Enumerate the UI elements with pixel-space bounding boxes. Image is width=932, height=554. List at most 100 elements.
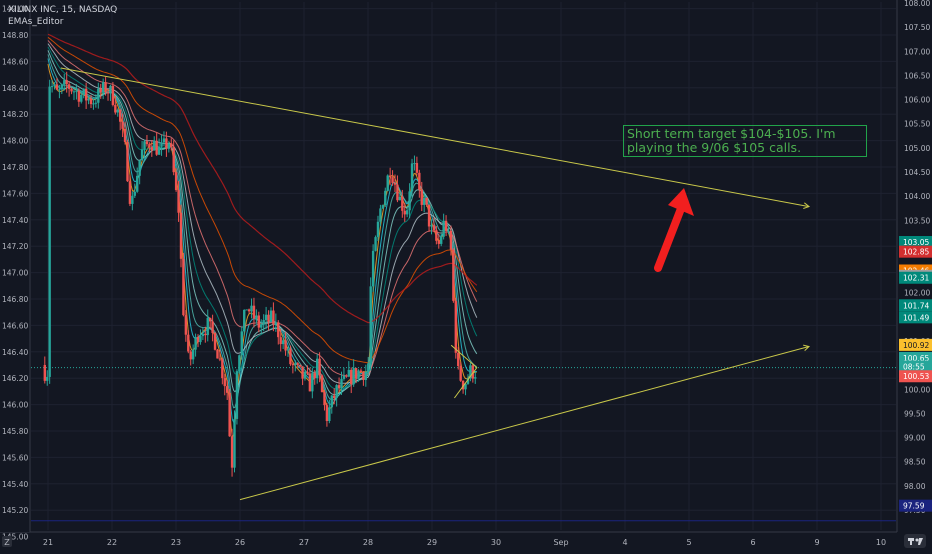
candle-body — [442, 220, 445, 237]
right-tick-label: 99.50 — [904, 409, 926, 418]
left-tick-label: 147.80 — [2, 163, 28, 172]
candle-body — [357, 370, 360, 379]
price-tag-bg — [899, 360, 932, 373]
x-tick-label: 26 — [235, 538, 245, 547]
candle-body — [274, 322, 278, 325]
candle-body — [218, 358, 222, 360]
candle-body — [252, 305, 256, 319]
candle-body — [461, 380, 465, 390]
candle-body — [435, 230, 438, 241]
trendline — [60, 67, 810, 208]
candle-body — [170, 143, 173, 148]
price-tag-label: 101.49 — [903, 313, 929, 322]
x-tick-label: 28 — [363, 538, 373, 547]
candle-body — [401, 196, 404, 211]
x-tick-label: 4 — [622, 538, 627, 547]
right-tick-label: 105.50 — [904, 120, 930, 129]
left-tick-label: 147.40 — [2, 216, 28, 225]
candle-body — [350, 369, 353, 385]
candle-body — [342, 375, 346, 379]
candle-body — [277, 322, 280, 338]
tradingview-logo-icon — [904, 534, 926, 548]
candle-body — [94, 102, 98, 104]
candle-body — [454, 300, 458, 353]
candle-body — [367, 363, 370, 373]
x-tick-label: 27 — [299, 538, 309, 547]
candle-body — [408, 191, 411, 211]
candle-body — [50, 86, 54, 88]
candle-body — [386, 175, 389, 191]
candle-body — [333, 395, 336, 399]
candle-body — [116, 109, 119, 113]
x-tick-label: 22 — [107, 538, 117, 547]
left-tick-label: 147.60 — [2, 189, 28, 198]
price-tag-bg — [899, 499, 932, 512]
candle-body — [459, 365, 462, 381]
candle-body — [204, 333, 207, 336]
candle-body — [320, 375, 324, 393]
right-tick-label: 104.50 — [904, 168, 930, 177]
candle-body — [157, 146, 161, 155]
left-tick-label: 146.20 — [2, 374, 28, 383]
candle-body — [233, 418, 236, 468]
price-tag-bg — [899, 245, 932, 258]
right-tick-label: 102.00 — [904, 289, 930, 298]
indicator-name[interactable]: EMAs_Editor — [8, 17, 64, 27]
left-price-axis[interactable]: 149.00 148.80 148.60 148.40 148.20 148.00 147.… — [2, 5, 28, 542]
candle-body — [272, 310, 275, 325]
candle-body — [177, 190, 180, 213]
candle-body — [391, 177, 394, 183]
chart-legend: XILINX INC, 15, NASDAQ EMAs_Editor — [8, 4, 117, 28]
candle-body — [315, 358, 319, 379]
candle-body — [474, 377, 477, 379]
left-tick-label: 148.60 — [2, 57, 28, 66]
timezone-button[interactable]: Z — [2, 536, 12, 547]
candle-body — [99, 88, 102, 93]
candle-body — [420, 189, 423, 205]
candle-body — [298, 364, 302, 367]
right-tick-label: 106.50 — [904, 71, 930, 80]
candle-body — [126, 142, 129, 182]
candle-body — [46, 376, 49, 381]
text-annotation[interactable]: Short term target $104-$105. I'm playing… — [623, 125, 867, 157]
left-tick-label: 148.80 — [2, 31, 28, 40]
trendlines[interactable] — [60, 67, 811, 501]
price-tag-bg — [899, 370, 932, 383]
left-tick-label: 145.80 — [2, 427, 28, 436]
symbol-line[interactable]: XILINX INC, 15, NASDAQ — [8, 5, 118, 15]
price-tag-bg — [899, 271, 932, 284]
candle-body — [213, 333, 217, 350]
candle-body — [133, 191, 136, 196]
candle-body — [449, 230, 453, 250]
candle-body — [92, 103, 95, 105]
candle-body — [337, 385, 341, 389]
candle-body — [422, 197, 426, 205]
candle-body — [281, 340, 285, 345]
candle-body — [65, 80, 68, 85]
candle-body — [418, 172, 421, 190]
x-tick-label: 6 — [750, 538, 755, 547]
candle-body — [77, 90, 81, 102]
candle-body — [410, 163, 414, 192]
candle-body — [84, 88, 88, 101]
left-tick-label: 147.00 — [2, 269, 28, 278]
price-tag-label: 101.74 — [903, 301, 929, 310]
price-tag-label: 100.92 — [903, 341, 929, 350]
candle-body — [471, 365, 475, 379]
right-tick-label: 104.00 — [904, 192, 930, 201]
candle-body — [323, 392, 326, 406]
candle-body — [67, 84, 71, 89]
logo-stem — [910, 538, 912, 545]
candle-body — [111, 85, 115, 105]
candle-body — [444, 220, 448, 231]
candle-body — [388, 175, 392, 178]
candle-body — [250, 305, 253, 312]
time-axis[interactable]: 21 22 23 26 27 28 29 30 Sep 4 5 6 9 10 — [43, 538, 886, 547]
candle-body — [153, 140, 156, 151]
candle-body — [226, 386, 229, 393]
red-arrow-annotation[interactable] — [654, 188, 694, 272]
right-tick-label: 108.00 — [904, 0, 930, 8]
candle-body — [267, 314, 270, 322]
